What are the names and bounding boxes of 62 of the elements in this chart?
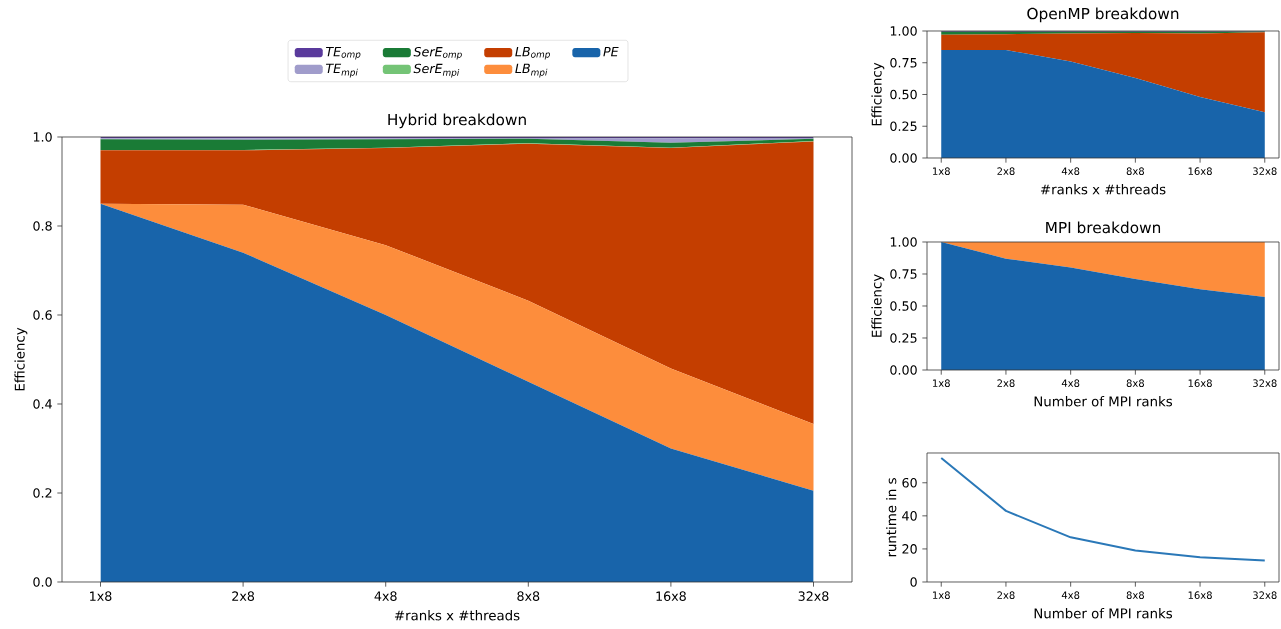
- y-tick-label: 0.00: [890, 153, 917, 163]
- x-tick-label: 2x8: [997, 167, 1015, 175]
- y-tick-label: 0.0: [33, 577, 52, 587]
- legend-label: PE: [603, 46, 619, 57]
- y-tick-label: 60: [902, 477, 917, 488]
- x-tick-label: 8x8: [1126, 167, 1144, 175]
- x-tick-label: 32x8: [1253, 379, 1277, 387]
- x-tick-label: 8x8: [517, 591, 540, 601]
- y-tick-label: 0.25: [890, 333, 917, 343]
- chart-title: MPI breakdown: [1046, 221, 1161, 234]
- legend-label: LB$_{omp}$: [515, 46, 550, 60]
- legend-label: SerE$_{omp}$: [413, 46, 462, 60]
- x-tick-label: 32x8: [1253, 591, 1277, 599]
- x-tick-label: 2x8: [997, 591, 1015, 599]
- x-tick-label: 16x8: [1188, 379, 1212, 387]
- y-tick-label: 0.50: [890, 301, 917, 311]
- y-tick-label: 1.00: [890, 26, 917, 36]
- x-tick-label: 16x8: [1188, 167, 1212, 175]
- legend-label: LB$_{mpi}$: [515, 63, 548, 78]
- y-tick-label: 40: [902, 511, 917, 521]
- x-axis-title: #ranks x #threads: [394, 610, 520, 621]
- y-tick-label: 0.8: [33, 221, 52, 231]
- y-axis-title: Efficiency: [871, 62, 885, 126]
- x-tick-label: 1x8: [933, 591, 950, 599]
- y-tick-label: 0.00: [890, 365, 917, 375]
- x-tick-label: 4x8: [1061, 591, 1080, 599]
- y-tick-label: 0.25: [890, 121, 917, 132]
- x-tick-label: 4x8: [1061, 167, 1080, 175]
- y-tick-label: 0.6: [33, 310, 52, 320]
- legend-label: TE$_{mpi}$: [325, 63, 358, 78]
- x-tick-label: 4x8: [1061, 379, 1080, 387]
- legend-label: SerE$_{mpi}$: [413, 63, 460, 78]
- x-tick-label: 4x8: [374, 591, 397, 601]
- x-tick-label: 1x8: [933, 379, 950, 387]
- y-tick-label: 0.4: [33, 399, 52, 409]
- x-tick-label: 2x8: [232, 591, 255, 601]
- chart-title: Hybrid breakdown: [388, 113, 526, 129]
- x-axis-title: #ranks x #threads: [1040, 184, 1166, 195]
- y-tick-label: 0.75: [890, 269, 917, 279]
- y-tick-label: 1.00: [890, 237, 917, 247]
- y-tick-label: 1.0: [33, 132, 52, 142]
- y-axis-title: runtime in s: [886, 478, 897, 557]
- chart-title: OpenMP breakdown: [1027, 7, 1179, 23]
- x-tick-label: 8x8: [1126, 591, 1144, 599]
- y-axis-title: Efficiency: [871, 274, 885, 337]
- x-tick-label: 32x8: [1253, 167, 1277, 175]
- x-axis-title: Number of MPI ranks: [1034, 396, 1173, 407]
- y-tick-label: 0.50: [890, 89, 917, 100]
- x-tick-label: 32x8: [798, 591, 829, 601]
- x-tick-label: 2x8: [997, 379, 1015, 387]
- x-tick-label: 1x8: [90, 591, 112, 601]
- y-axis-title: Efficiency: [14, 327, 28, 391]
- x-axis-title: Number of MPI ranks: [1034, 608, 1173, 619]
- x-tick-label: 8x8: [1126, 379, 1144, 387]
- x-tick-label: 16x8: [656, 591, 686, 601]
- legend-label: TE$_{omp}$: [325, 46, 361, 60]
- y-tick-label: 20: [902, 544, 917, 554]
- y-tick-label: 0.75: [890, 57, 917, 68]
- x-tick-label: 16x8: [1188, 591, 1212, 599]
- y-tick-label: 0.2: [33, 488, 52, 498]
- y-tick-label: 0: [910, 577, 917, 587]
- x-tick-label: 1x8: [933, 167, 950, 175]
